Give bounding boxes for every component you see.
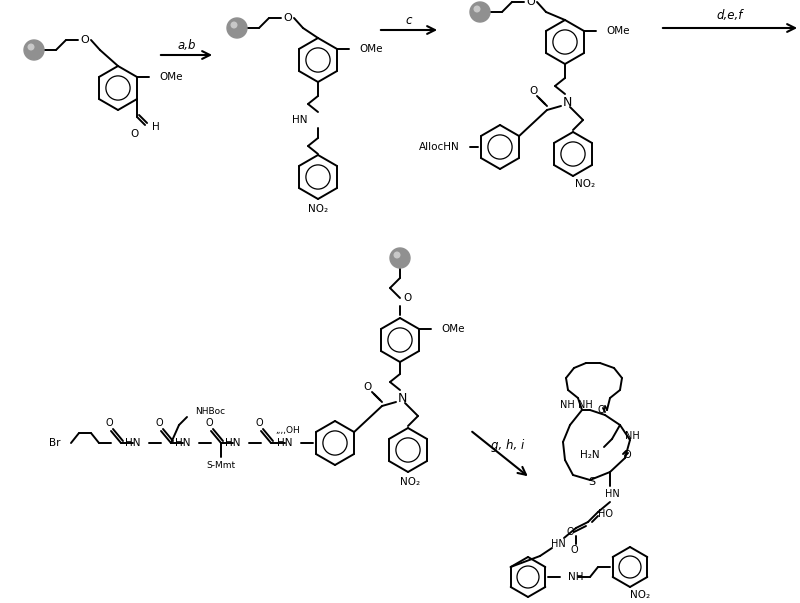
Circle shape <box>394 252 400 258</box>
Text: O: O <box>81 35 90 45</box>
Text: NH: NH <box>625 431 639 441</box>
Text: O: O <box>566 527 574 537</box>
Circle shape <box>231 22 237 28</box>
Text: NO₂: NO₂ <box>575 179 595 189</box>
Text: O: O <box>526 0 535 7</box>
Text: HO: HO <box>598 509 613 519</box>
Text: S-Mmt: S-Mmt <box>206 461 235 470</box>
Text: HN: HN <box>226 438 241 448</box>
Text: H: H <box>152 122 160 132</box>
Text: a,b: a,b <box>178 39 196 51</box>
Text: NHBoc: NHBoc <box>195 406 225 415</box>
Text: ,,,,OH: ,,,,OH <box>275 426 300 435</box>
Text: N: N <box>398 391 406 405</box>
Text: g, h, i: g, h, i <box>491 440 525 452</box>
Circle shape <box>28 44 34 50</box>
Circle shape <box>227 18 247 38</box>
Text: d,e,f: d,e,f <box>717 8 743 22</box>
Text: O: O <box>130 129 138 139</box>
Text: O: O <box>105 418 113 428</box>
Text: O: O <box>404 293 412 303</box>
Text: O: O <box>284 13 292 23</box>
Text: NO₂: NO₂ <box>630 590 650 600</box>
Text: N: N <box>562 95 572 109</box>
Text: NH: NH <box>568 572 583 582</box>
Text: O: O <box>570 545 578 555</box>
Text: NH: NH <box>560 400 575 410</box>
Circle shape <box>390 248 410 268</box>
Text: OMe: OMe <box>606 26 630 36</box>
Text: O: O <box>205 418 213 428</box>
Text: NO₂: NO₂ <box>308 204 328 214</box>
Text: H₂N: H₂N <box>580 450 600 460</box>
Text: HN: HN <box>126 438 141 448</box>
Text: NO₂: NO₂ <box>400 477 420 487</box>
Text: HN: HN <box>292 115 308 125</box>
Text: OMe: OMe <box>441 324 465 334</box>
Text: c: c <box>406 13 412 27</box>
Text: HN: HN <box>278 438 293 448</box>
Text: O: O <box>529 86 537 96</box>
Text: HN: HN <box>175 438 191 448</box>
Text: OMe: OMe <box>359 44 382 54</box>
Text: O: O <box>155 418 163 428</box>
Text: OMe: OMe <box>159 72 182 82</box>
Text: O: O <box>364 382 372 392</box>
Text: O: O <box>597 405 605 415</box>
Text: Br: Br <box>50 438 61 448</box>
Text: AllocHN: AllocHN <box>419 142 460 152</box>
Text: HN: HN <box>605 489 619 499</box>
Circle shape <box>24 40 44 60</box>
Text: HN: HN <box>550 539 566 549</box>
Text: NH: NH <box>578 400 592 410</box>
Text: S: S <box>589 477 595 487</box>
Circle shape <box>474 6 480 12</box>
Text: O: O <box>255 418 263 428</box>
Circle shape <box>470 2 490 22</box>
Text: O: O <box>623 450 631 460</box>
